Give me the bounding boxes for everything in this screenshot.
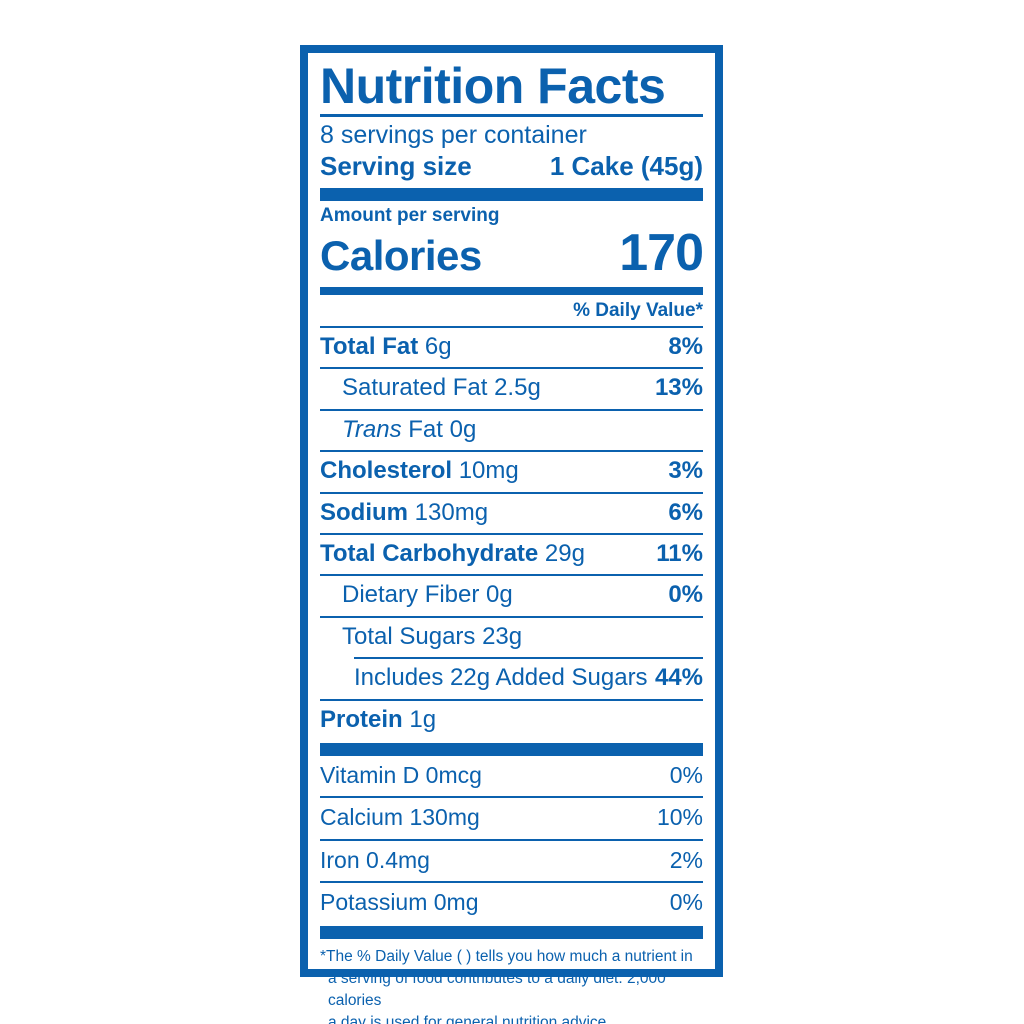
nutrition-facts-label: Nutrition Facts 8 servings per container… bbox=[300, 45, 723, 1024]
nutrient-row-added-sugars: Includes 22g Added Sugars 44% bbox=[320, 659, 703, 698]
protein-name: Protein bbox=[320, 705, 403, 733]
amount-per-serving-label: Amount per serving bbox=[320, 205, 500, 227]
nutrient-row-total-fat: Total Fat 6g 8% bbox=[320, 328, 703, 367]
total-fat-label: Total Fat 6g bbox=[320, 333, 452, 361]
title-divider bbox=[320, 114, 703, 117]
cholesterol-label: Cholesterol 10mg bbox=[320, 458, 519, 484]
vitamin-d-percent: 0% bbox=[669, 762, 703, 788]
total-fat-amount: 6g bbox=[424, 333, 452, 361]
row-divider bbox=[320, 574, 703, 577]
trans-fat-italic: Trans bbox=[342, 415, 402, 443]
daily-value-footnote: *The % Daily Value ( ) tells you how muc… bbox=[320, 939, 703, 1024]
saturated-fat-percent: 13% bbox=[654, 374, 703, 402]
servings-per-container: 8 servings per container bbox=[320, 121, 587, 149]
iron-label: Iron 0.4mg bbox=[320, 846, 430, 873]
nutrient-row-total-sugars: Total Sugars 23g bbox=[320, 618, 703, 657]
total-fat-percent: 8% bbox=[668, 333, 703, 361]
total-fat-name: Total Fat bbox=[320, 333, 419, 361]
calories-row: Calories 170 bbox=[320, 224, 704, 283]
sodium-amount: 130mg bbox=[414, 498, 489, 526]
saturated-fat-label: Saturated Fat 2.5g bbox=[342, 374, 541, 402]
footnote-line-2: a serving of food contributes to a daily… bbox=[328, 970, 666, 1010]
sodium-percent: 6% bbox=[668, 498, 703, 526]
row-divider bbox=[320, 491, 703, 494]
calcium-percent: 10% bbox=[656, 804, 703, 831]
potassium-percent: 0% bbox=[669, 888, 703, 915]
added-sugars-label: Includes 22g Added Sugars bbox=[354, 664, 648, 692]
cholesterol-percent: 3% bbox=[668, 457, 703, 485]
serving-size-row: Serving size 1 Cake (45g) bbox=[320, 151, 703, 186]
calories-divider bbox=[320, 287, 703, 296]
daily-value-header: % Daily Value* bbox=[573, 300, 703, 322]
vitamin-row-calcium: Calcium 130mg 10% bbox=[320, 798, 703, 838]
vitamin-row-iron: Iron 0.4mg 2% bbox=[320, 841, 703, 881]
footnote-line-3: a day is used for general nutrition advi… bbox=[328, 1014, 611, 1024]
total-carbohydrate-name: Total Carbohydrate bbox=[320, 540, 539, 568]
nutrient-row-trans-fat: Trans Fat 0g bbox=[320, 411, 703, 450]
row-divider bbox=[320, 796, 703, 799]
calcium-label: Calcium 130mg bbox=[320, 804, 480, 831]
row-divider bbox=[320, 408, 703, 411]
trans-fat-label: Trans Fat 0g bbox=[342, 415, 477, 443]
total-carbohydrate-percent: 11% bbox=[656, 540, 703, 568]
protein-vitamins-divider bbox=[320, 743, 703, 756]
nutrient-row-sodium: Sodium 130mg 6% bbox=[320, 494, 703, 533]
total-carbohydrate-amount: 29g bbox=[544, 540, 585, 568]
nutrition-facts-body: Nutrition Facts 8 servings per container… bbox=[308, 58, 715, 1024]
row-divider bbox=[320, 838, 703, 841]
dietary-fiber-percent: 0% bbox=[668, 581, 703, 609]
protein-label: Protein 1g bbox=[320, 705, 437, 733]
nutrient-row-cholesterol: Cholesterol 10mg 3% bbox=[320, 452, 703, 491]
calories-value: 170 bbox=[619, 224, 704, 283]
row-divider bbox=[320, 367, 703, 370]
nutrient-row-total-carbohydrate: Total Carbohydrate 29g 11% bbox=[320, 535, 703, 574]
protein-amount: 1g bbox=[409, 705, 437, 733]
trans-fat-rest: Fat 0g bbox=[401, 415, 477, 443]
serving-size-value: 1 Cake (45g) bbox=[549, 150, 703, 181]
daily-value-divider bbox=[320, 326, 703, 329]
vitamin-row-vitamin-d: Vitamin D 0mcg 0% bbox=[320, 756, 703, 796]
calories-label: Calories bbox=[320, 232, 482, 280]
row-divider bbox=[320, 533, 703, 536]
servings-calories-divider bbox=[320, 188, 703, 202]
nutrient-row-saturated-fat: Saturated Fat 2.5g 13% bbox=[320, 369, 703, 408]
vitamin-row-potassium: Potassium 0mg 0% bbox=[320, 883, 703, 923]
potassium-label: Potassium 0mg bbox=[320, 888, 479, 915]
dietary-fiber-label: Dietary Fiber 0g bbox=[342, 581, 513, 609]
row-divider bbox=[320, 880, 703, 883]
nutrient-row-dietary-fiber: Dietary Fiber 0g 0% bbox=[320, 576, 703, 615]
total-carbohydrate-label: Total Carbohydrate 29g bbox=[320, 540, 585, 568]
cholesterol-name: Cholesterol bbox=[320, 457, 453, 485]
row-divider bbox=[320, 615, 703, 618]
added-sugars-percent: 44% bbox=[654, 664, 703, 692]
footnote-divider bbox=[320, 926, 703, 940]
vitamin-d-label: Vitamin D 0mcg bbox=[320, 762, 482, 788]
serving-size-label: Serving size bbox=[320, 150, 472, 181]
cholesterol-amount: 10mg bbox=[458, 457, 519, 485]
row-divider bbox=[320, 698, 703, 701]
nutrient-row-protein: Protein 1g bbox=[320, 701, 703, 740]
sodium-name: Sodium bbox=[320, 498, 408, 526]
page-title: Nutrition Facts bbox=[320, 58, 666, 114]
added-sugars-divider bbox=[354, 657, 703, 660]
iron-percent: 2% bbox=[669, 846, 703, 873]
row-divider bbox=[320, 450, 703, 453]
footnote-line-1: *The % Daily Value ( ) tells you how muc… bbox=[320, 948, 693, 966]
total-sugars-label: Total Sugars 23g bbox=[342, 622, 523, 650]
sodium-label: Sodium 130mg bbox=[320, 498, 489, 526]
